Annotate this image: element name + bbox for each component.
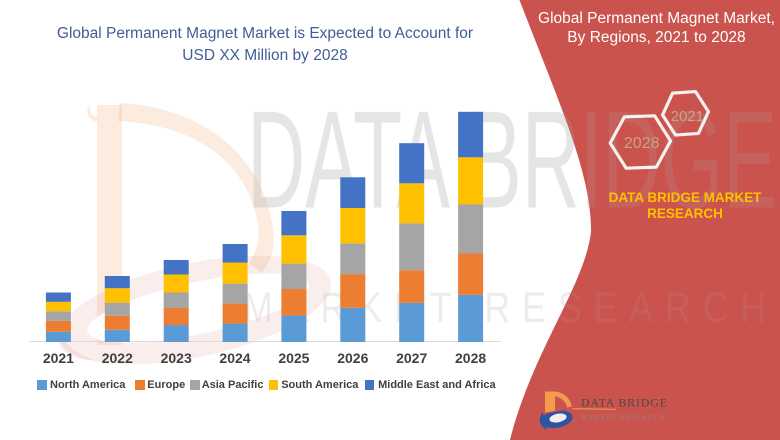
svg-text:MARKET RESEARCH: MARKET RESEARCH bbox=[581, 414, 665, 422]
svg-text:MARKET RESEARCH: MARKET RESEARCH bbox=[243, 284, 778, 332]
svg-text:DATA BRIDGE: DATA BRIDGE bbox=[247, 83, 777, 238]
svg-text:DATA BRIDGE: DATA BRIDGE bbox=[581, 396, 668, 410]
